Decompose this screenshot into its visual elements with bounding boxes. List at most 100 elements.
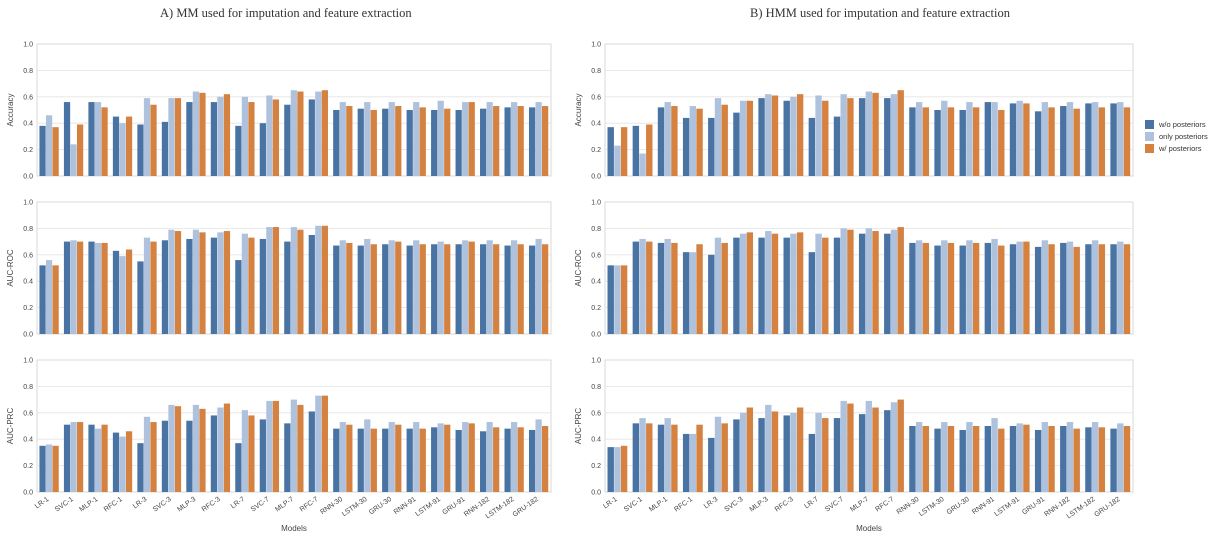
panel-a-auc-prc-bar-lstm-30-only-posteriors [364,419,371,492]
panel-b-accuracy-bar-rnn-91-only-posteriors [991,102,998,176]
panel-b-accuracy-bar-rfc-7-only-posteriors [890,94,898,176]
panel-a-auc-prc-bar-lr-1-only-posteriors [45,444,53,492]
panel-a-accuracy-ylabel: Accuracy [6,94,15,127]
panel-b-auc-prc-bar-mlp-7-w-o-posteriors [858,414,866,492]
panel-b-auc-prc-ytick-label: 0.8 [591,384,601,391]
panel-a-auc-roc-bar-gru-91-w-o-posteriors [455,244,462,334]
panel-a-auc-prc-xtick-label: RFC-3 [201,496,222,514]
panel-b-accuracy-bar-mlp-3-w-o-posteriors [758,98,765,176]
panel-b-accuracy-bar-svc-7-w-o-posteriors [833,116,841,176]
panel-a-auc-prc-bar-mlp-7-w-o-posteriors [284,423,291,492]
panel-b-accuracy-bar-lstm-91-w-o-posteriors [1009,103,1017,176]
panel-b-auc-prc-bar-svc-1-only-posteriors [639,418,646,492]
panel-b-accuracy-ytick-label: 0.8 [591,68,601,75]
panel-a-auc-prc-bar-svc-1-w-posteriors [76,422,84,492]
panel-b-accuracy-bar-svc-1-w-o-posteriors [632,125,640,176]
panel-a-auc-roc-bar-rfc-7-w-posteriors [321,225,328,334]
panel-a-auc-prc-xtick-label: GRU-182 [512,496,540,519]
panel-a-auc-roc-bar-lstm-30-w-posteriors [370,244,377,334]
panel-a-accuracy-bar-lstm-91-w-o-posteriors [431,110,438,176]
panel-b-accuracy-bar-lstm-91-only-posteriors [1016,100,1023,176]
panel-a-auc-prc-xtick-label: LR-1 [34,496,51,510]
panel-a-auc-prc-bar-svc-3-only-posteriors [168,404,175,492]
panel-b-accuracy-bar-gru-30-w-o-posteriors [959,110,966,176]
panel-b-auc-roc-bar-svc-3-w-o-posteriors [733,237,740,334]
panel-a-accuracy-bar-lstm-30-w-posteriors [370,110,377,176]
panel-a-accuracy-bar-mlp-3-only-posteriors [192,91,200,176]
panel-a-accuracy-bar-mlp-3-w-o-posteriors [186,102,193,176]
panel-b-auc-roc-ytick-label: 0.0 [591,332,601,339]
panel-a-auc-roc-bar-lr-7-w-o-posteriors [235,260,242,334]
panel-a-accuracy-ytick-label: 1.0 [23,42,33,49]
panel-b-auc-roc-bar-mlp-1-w-posteriors [671,242,678,334]
panel-b-auc-prc-xtick-label: MLP-1 [648,496,669,514]
panel-a-auc-roc-bar-rnn-182-w-o-posteriors [480,244,487,334]
panel-b-auc-prc-bar-lr-7-only-posteriors [815,412,822,492]
panel-a-auc-prc-ytick-label: 0.6 [23,410,33,417]
panel-b-accuracy-bar-rnn-91-w-o-posteriors [984,102,992,176]
panel-b-auc-prc-xtick-label: SVC-1 [623,496,644,514]
panel-b-auc-roc-bar-lr-1-only-posteriors [614,265,621,334]
panel-a-auc-roc-bar-rnn-91-w-o-posteriors [406,245,413,334]
panel-a-auc-roc-bar-mlp-7-w-o-posteriors [284,241,291,334]
panel-b-auc-prc-bar-rnn-182-w-o-posteriors [1060,426,1067,492]
panel-b-auc-roc-bar-svc-3-w-posteriors [746,232,754,334]
panel-a-accuracy-bar-lstm-30-w-o-posteriors [357,108,364,176]
panel-b-auc-roc-bar-lstm-91-only-posteriors [1016,241,1023,334]
panel-a-auc-prc-bar-gru-91-w-o-posteriors [455,429,462,492]
panel-b-auc-roc-bar-rfc-7-w-o-posteriors [884,233,891,334]
panel-b-auc-roc-ytick-label: 0.2 [591,305,601,312]
panel-b-accuracy-bar-mlp-3-w-posteriors [771,95,779,176]
panel-b-auc-prc-xtick-label: GRU-91 [1021,496,1046,517]
panel-b-auc-prc-bar-lstm-30-only-posteriors [941,422,948,492]
panel-b-auc-prc-bar-rfc-3-only-posteriors [790,412,797,492]
panel-b-auc-roc-bar-gru-91-w-posteriors [1048,244,1055,334]
panel-a-auc-roc-bar-rfc-7-only-posteriors [315,225,322,334]
panel-b-auc-roc-bar-lstm-182-w-o-posteriors [1085,244,1092,334]
panel-a-auc-roc-bar-gru-182-w-posteriors [542,244,549,334]
panel-a-accuracy-bar-lstm-182-w-posteriors [517,106,524,176]
panel-b-accuracy-bar-lr-1-w-o-posteriors [607,127,614,176]
panel-b-auc-prc-bar-svc-1-w-o-posteriors [632,423,640,492]
panel-b-auc-prc-xtick-label: SVC-3 [724,496,745,514]
panel-a-auc-prc-bar-rfc-3-only-posteriors [217,407,224,492]
panel-a-auc-roc-bar-rnn-182-only-posteriors [486,240,493,334]
panel-a-accuracy-bar-svc-1-w-posteriors [76,124,84,176]
panel-b-auc-roc-bar-lr-1-w-o-posteriors [607,265,614,334]
panel-b-accuracy-bar-lr-3-only-posteriors [714,98,722,176]
panel-a-auc-roc-bar-lstm-182-w-posteriors [517,244,524,334]
panel-b-auc-prc-bar-rnn-182-only-posteriors [1066,422,1074,492]
panel-a-accuracy-bar-lr-1-only-posteriors [45,115,53,176]
panel-b-accuracy-bar-mlp-7-w-o-posteriors [858,98,866,176]
panel-a-auc-roc-bar-rfc-3-only-posteriors [217,232,224,334]
panel-a-auc-prc-xtick-label: RFC-1 [103,496,124,514]
panel-a-auc-roc-ylabel: AUC-ROC [6,249,15,287]
panel-a-auc-roc-bar-lstm-30-w-o-posteriors [357,245,364,334]
panel-b-auc-roc-bar-lr-3-w-posteriors [721,242,728,334]
panel-a-accuracy-bar-rnn-182-w-posteriors [493,106,500,176]
panel-a-accuracy-ytick-label: 0.8 [23,68,33,75]
panel-a-auc-prc-bar-lstm-91-w-posteriors [444,424,451,492]
panel-a-accuracy-ytick-label: 0.2 [23,147,33,154]
panel-b-auc-roc-bar-mlp-7-w-posteriors [872,231,879,334]
panel-a-accuracy-bar-svc-1-w-o-posteriors [63,102,71,176]
panel-b-accuracy-bar-lstm-30-w-posteriors [947,107,955,176]
panel-a-accuracy-bar-mlp-1-w-o-posteriors [88,102,95,176]
panel-a-auc-prc-bar-lstm-91-w-o-posteriors [431,427,438,492]
panel-a-auc-roc-ytick-label: 0.8 [23,226,33,233]
panel-a-accuracy-bar-gru-30-w-posteriors [395,106,402,176]
panel-a-auc-roc-bar-rfc-1-w-posteriors [125,249,133,334]
legend: w/o posteriors only posteriors w/ poster… [1145,118,1219,154]
panel-a-auc-prc-xtick-label: RFC-7 [299,496,320,514]
panel-b-auc-roc-bar-svc-7-w-o-posteriors [833,237,841,334]
panel-a-auc-roc-bar-svc-1-w-o-posteriors [63,241,71,334]
panel-a-accuracy-bar-lr-3-only-posteriors [143,98,151,176]
panel-b-accuracy-bar-lstm-182-only-posteriors [1091,102,1099,176]
panel-a-auc-prc-bar-rfc-7-w-posteriors [321,395,328,492]
panel-a-auc-prc-bar-lr-1-w-o-posteriors [39,445,46,492]
panel-a-title: A) MM used for imputation and feature ex… [160,6,412,20]
panel-a-auc-prc-bar-lr-7-w-o-posteriors [235,443,242,492]
panel-b-auc-roc-bar-svc-1-w-o-posteriors [632,241,640,334]
panel-a-auc-prc-bar-lr-3-only-posteriors [143,416,151,492]
panel-a-auc-roc-bar-lr-7-w-posteriors [248,237,255,334]
